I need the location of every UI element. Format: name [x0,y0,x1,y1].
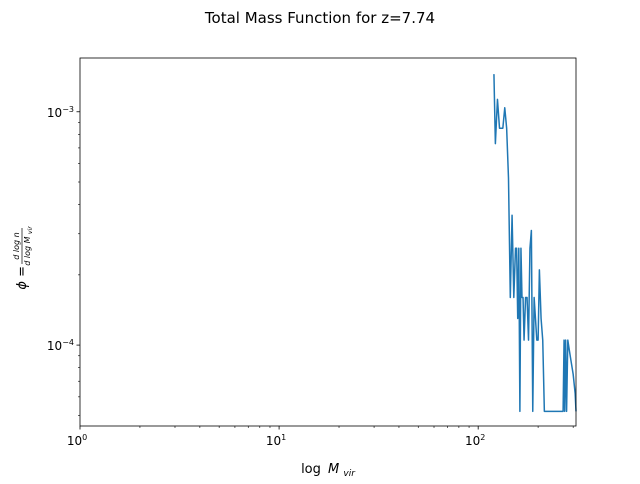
y-axis-label-denominator-main: d log M [23,236,32,265]
axis-ticks: 100 101 102 10−3 10−4 [47,105,574,448]
x-axis-label-sub: vir [343,469,356,479]
x-tick-label: 101 [266,433,286,448]
y-axis-label: ϕ = d log n d log M vir [12,226,34,290]
y-tick-label: 10−3 [47,105,74,120]
x-axis-label-log: log [301,462,321,477]
y-axis-label-lhs: ϕ = [15,266,30,290]
x-axis-label-var: M [328,462,339,477]
x-axis-label: log M vir [301,462,356,479]
plot-content [493,74,577,413]
y-axis-label-denominator-sub: vir [27,226,34,234]
x-tick-label: 100 [67,433,87,448]
plot-area [80,58,576,426]
y-tick-label: 10−4 [47,338,74,353]
y-axis-label-numerator: d log n [12,232,21,259]
chart-title: Total Mass Function for z=7.74 [204,9,436,27]
y-axis-label-denominator: d log M vir [23,226,34,266]
series-line [493,74,577,413]
plot-frame [79,57,577,427]
x-tick-label: 102 [465,433,485,448]
